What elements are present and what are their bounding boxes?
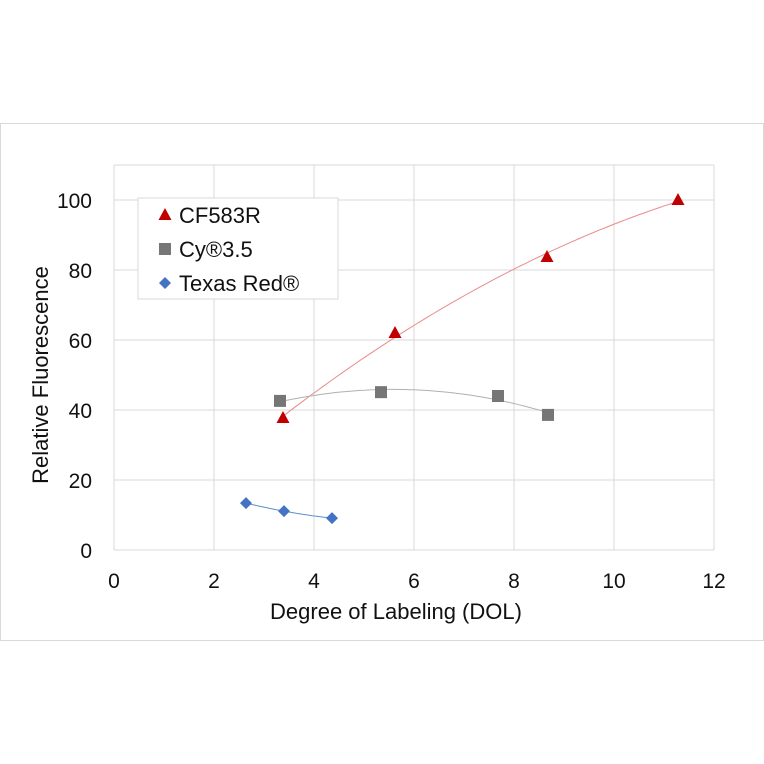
legend-marker-diamond	[159, 277, 171, 289]
data-point-square	[542, 408, 554, 421]
x-tick-label: 10	[602, 570, 625, 593]
y-tick-label: 100	[57, 190, 92, 213]
y-tick-label: 60	[69, 330, 92, 353]
data-point-diamond	[326, 512, 338, 525]
x-axis-label: Degree of Labeling (DOL)	[270, 599, 522, 624]
legend: CF583R Cy®3.5 Texas Red®	[137, 197, 339, 300]
data-point-diamond	[278, 505, 290, 518]
data-point-triangle	[540, 250, 554, 263]
data-point-square	[274, 394, 286, 407]
y-tick-label: 80	[69, 260, 92, 283]
data-points	[240, 193, 685, 525]
data-point-triangle	[671, 193, 685, 205]
x-tick-label: 12	[702, 570, 725, 593]
trendline-0	[282, 200, 679, 417]
x-tick-label: 2	[208, 570, 220, 593]
legend-label-cy35: Cy®3.5	[179, 237, 253, 262]
y-tick-label: 40	[69, 400, 92, 423]
legend-marker-square	[159, 243, 171, 255]
data-point-square	[375, 386, 387, 399]
data-point-triangle	[276, 411, 290, 424]
legend-label-cf583r: CF583R	[179, 203, 261, 228]
legend-label-texas-red: Texas Red®	[179, 271, 299, 296]
tick-labels: 0 2 4 6 8 10 12 0 20 40 60 80 100	[57, 190, 726, 593]
data-point-square	[492, 390, 504, 402]
y-tick-label: 20	[69, 470, 92, 493]
x-tick-label: 6	[408, 570, 420, 593]
y-axis-label: Relative Fluorescence	[28, 266, 53, 484]
data-point-triangle	[388, 326, 402, 338]
x-tick-label: 0	[108, 570, 120, 593]
x-tick-label: 4	[308, 570, 320, 593]
y-tick-label: 0	[80, 540, 92, 563]
legend-marker-triangle	[158, 208, 172, 220]
data-point-diamond	[240, 497, 252, 510]
x-tick-label: 8	[508, 570, 520, 593]
